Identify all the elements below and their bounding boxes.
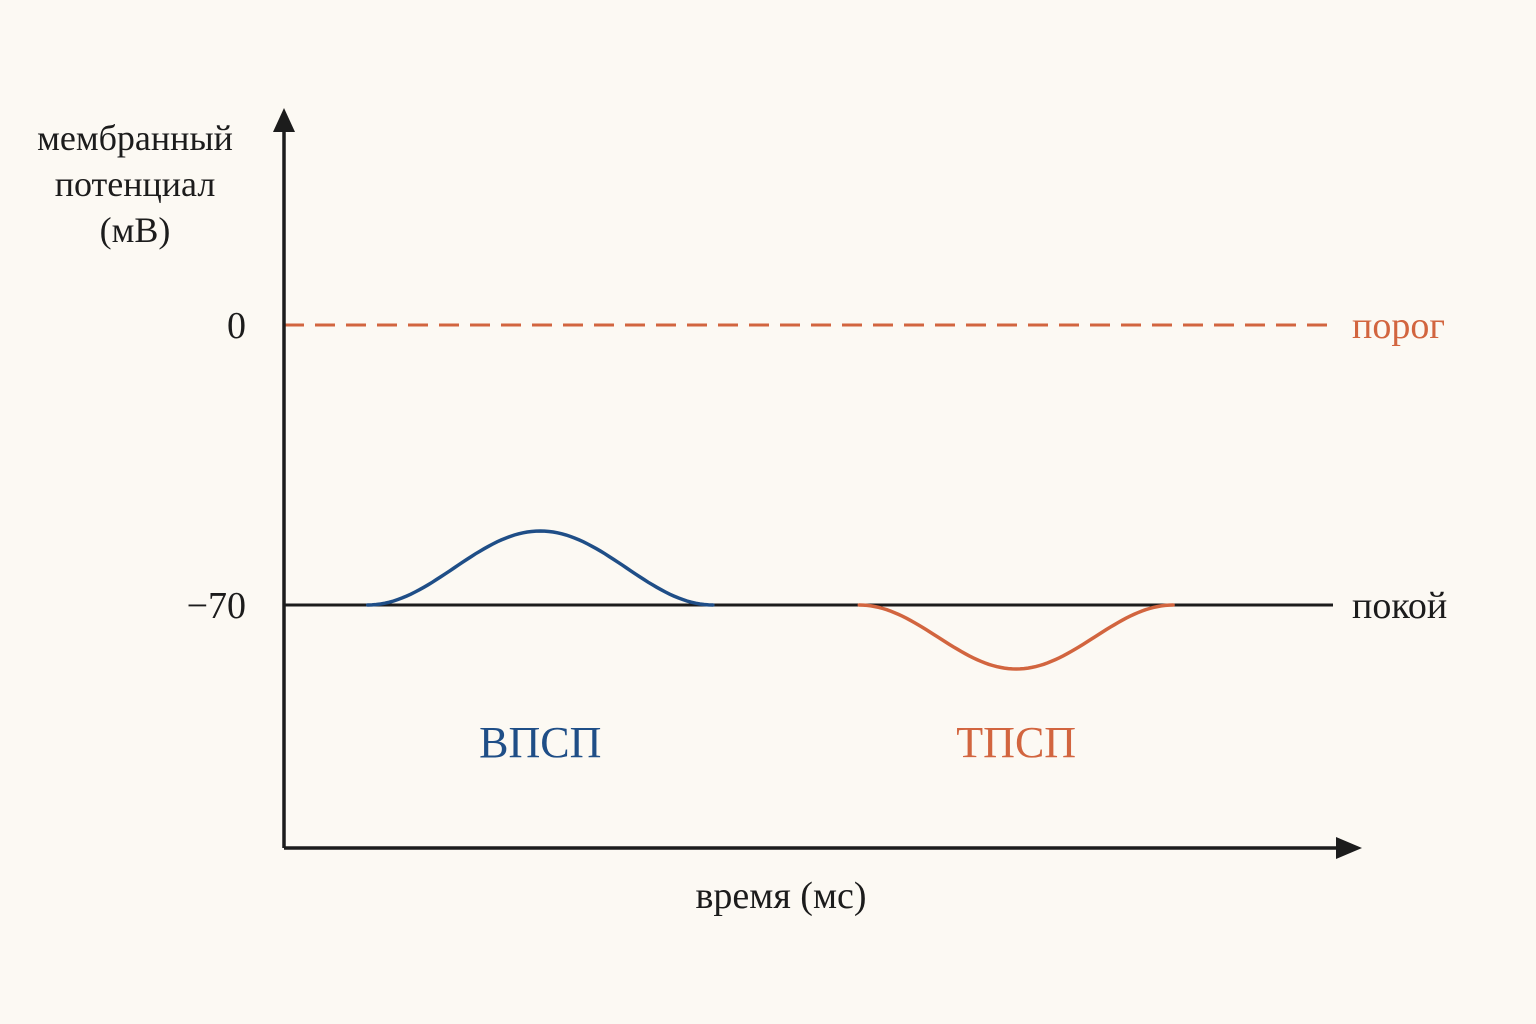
threshold-label: порог	[1352, 305, 1445, 347]
y-axis-label-line-2: потенциал	[55, 164, 216, 204]
rest-label: покой	[1352, 585, 1447, 627]
x-axis-arrow-icon	[1336, 837, 1362, 859]
y-axis-arrow-icon	[273, 108, 295, 132]
y-axis-label: мембранный потенциал (мВ)	[37, 118, 233, 250]
y-axis-label-line-1: мембранный	[37, 118, 233, 158]
epsp-label: ВПСП	[479, 718, 601, 767]
ipsp-label: ТПСП	[956, 718, 1076, 767]
epsp-curve	[365, 529, 715, 607]
x-axis-label: время (мс)	[695, 875, 866, 917]
ipsp-curve	[857, 603, 1175, 671]
y-tick-label-0: 0	[227, 305, 246, 347]
y-tick-label-minus70: −70	[187, 585, 246, 627]
y-axis-label-line-3: (мВ)	[100, 210, 171, 250]
